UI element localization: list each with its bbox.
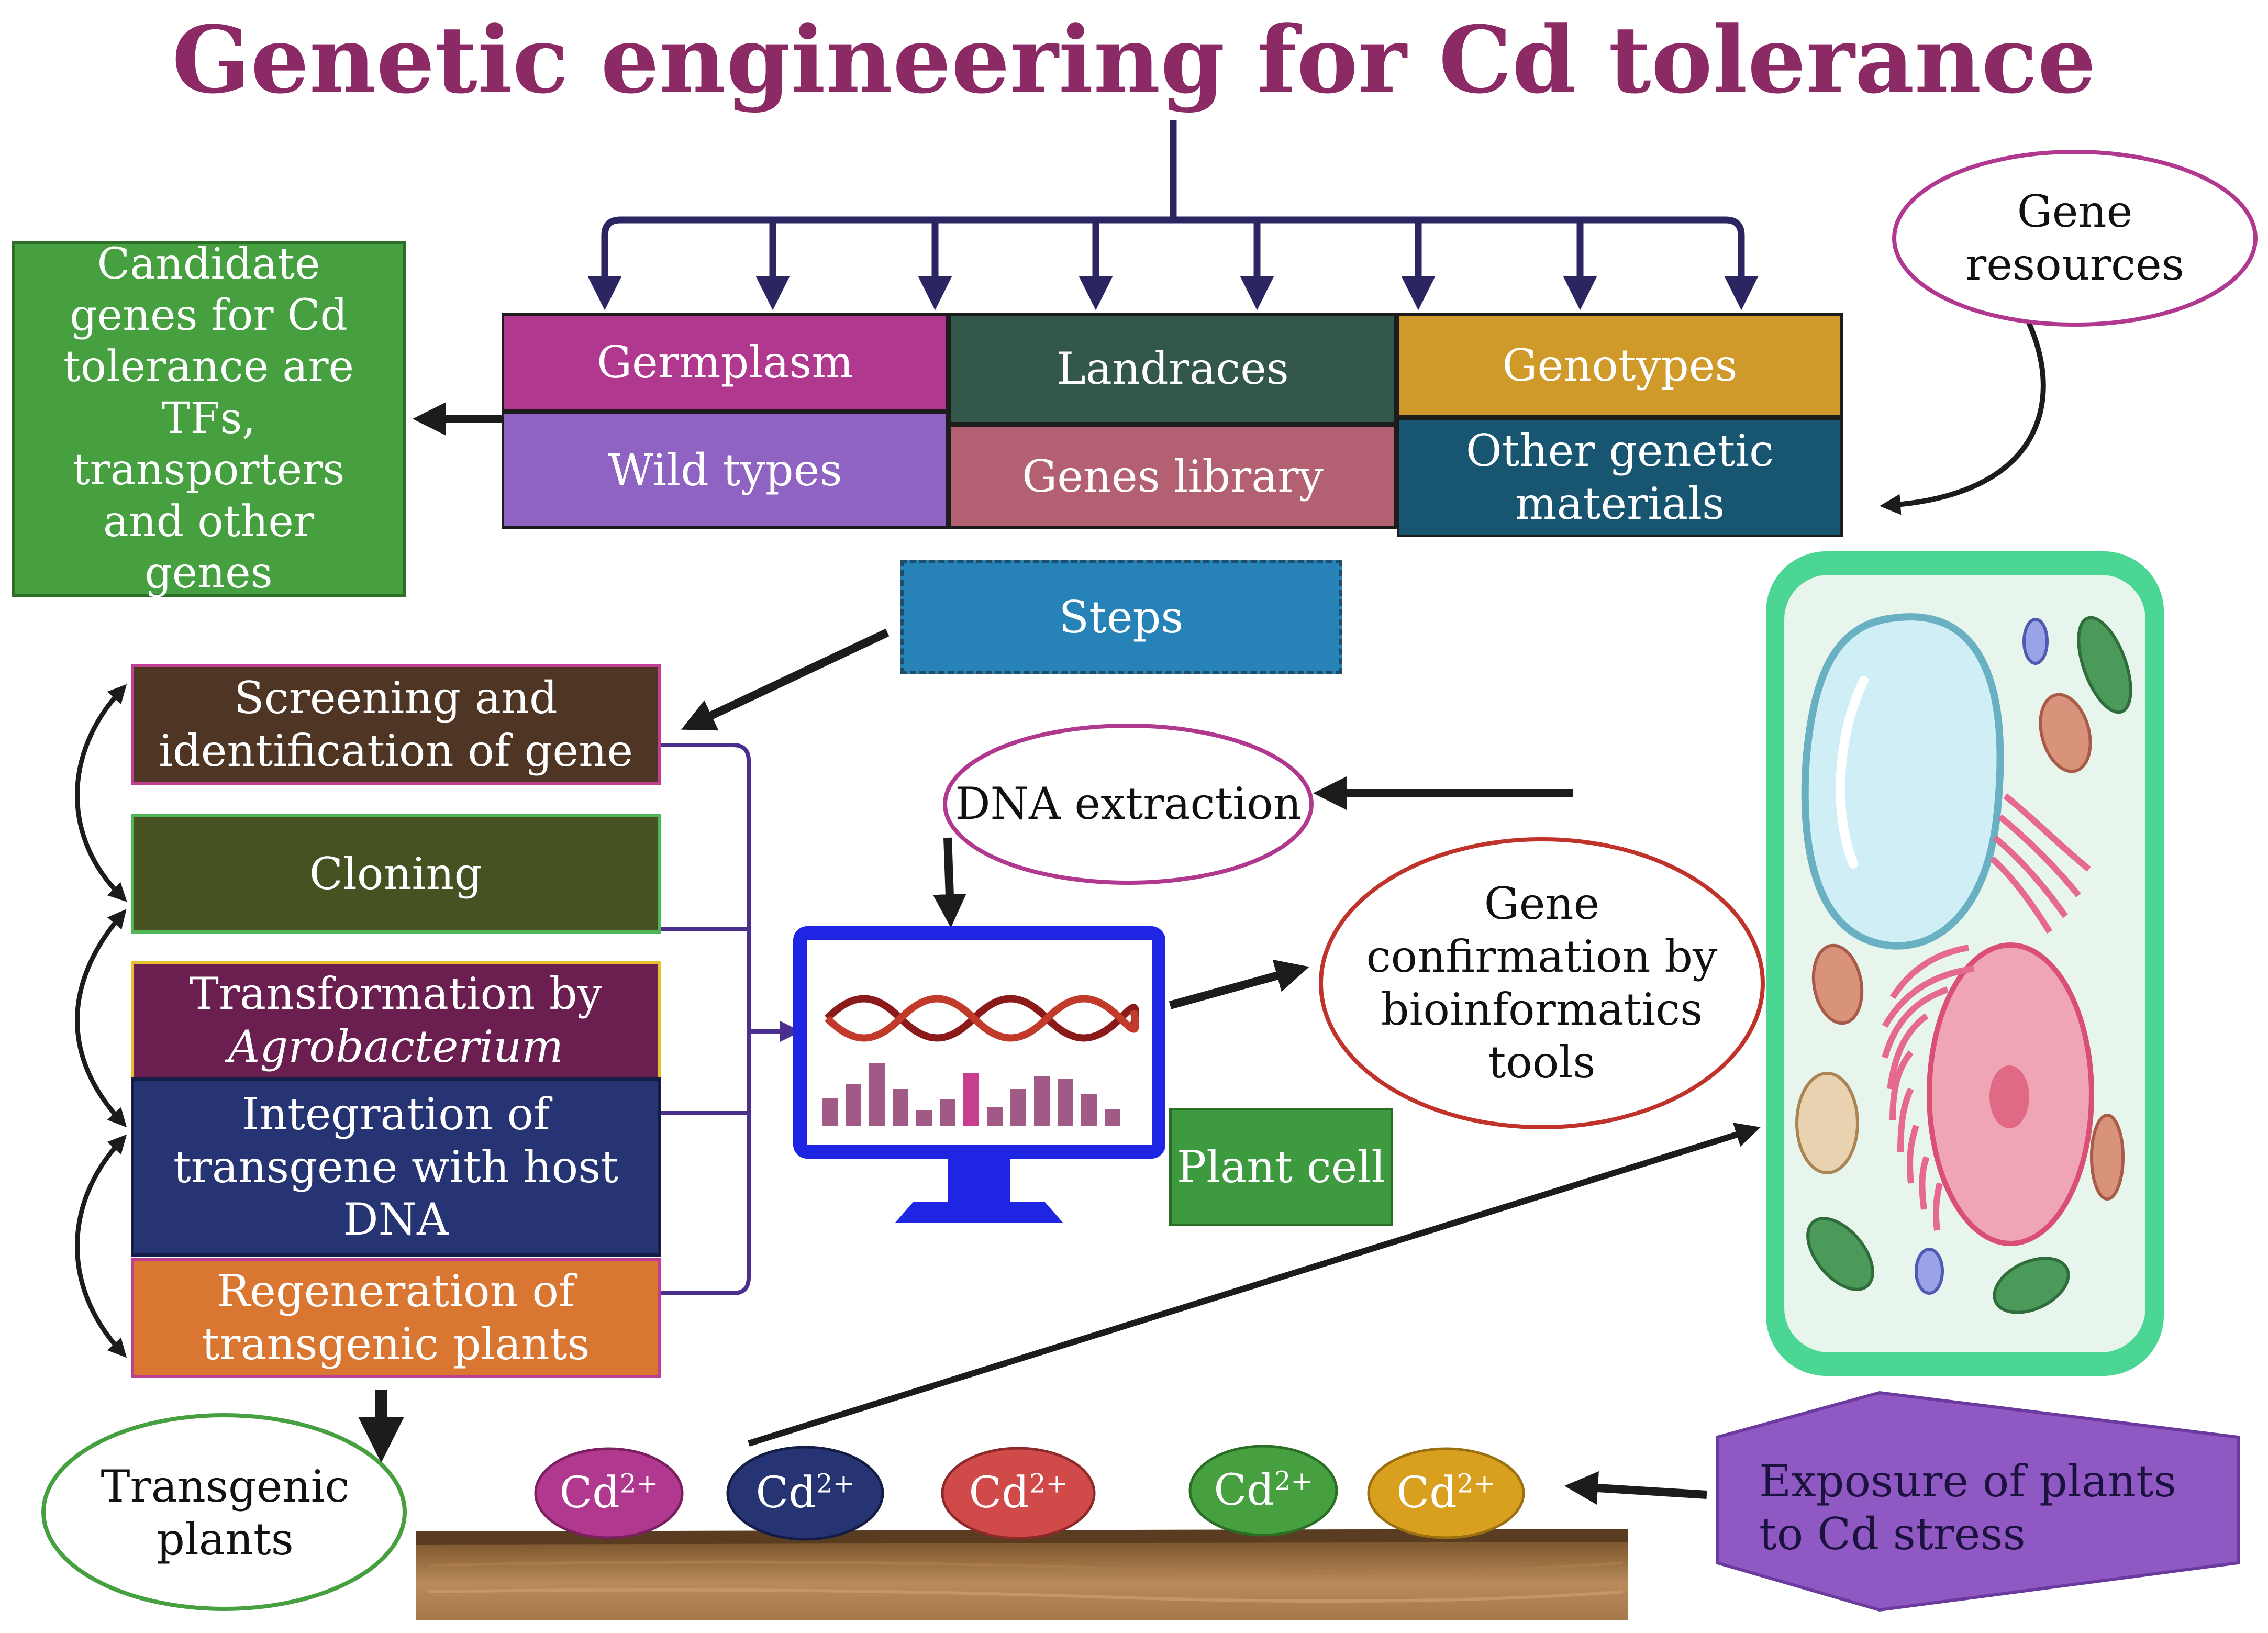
gene-confirmation-node: Gene confirmation by bioinformatics tool… <box>1340 864 1743 1103</box>
steps-label: Steps <box>1059 591 1184 643</box>
steps-box: Steps <box>900 560 1342 674</box>
step-screening-label: Screening and identification of gene <box>159 672 633 776</box>
page-title: Genetic engineering for Cd tolerance <box>172 6 2096 114</box>
step-screening-box: Screening and identification of gene <box>131 664 661 785</box>
landraces-box: Landraces <box>949 313 1397 425</box>
cd-ion-1 <box>534 1447 684 1539</box>
transgenic-plants-ellipse <box>41 1413 407 1611</box>
exposure-label: Exposure of plants to Cd stress <box>1759 1456 2176 1560</box>
cd-ion-2 <box>726 1446 884 1541</box>
title-branch-connector <box>587 120 1759 310</box>
gene-confirmation-ellipse <box>1319 837 1765 1129</box>
cd-ion-label-3: Cd2+ <box>969 1468 1068 1518</box>
germplasm-label: Germplasm <box>596 336 854 388</box>
cd-ion-label-1: Cd2+ <box>559 1468 659 1518</box>
genes-library-box: Genes library <box>949 425 1397 529</box>
step-regeneration-label: Regeneration of transgenic plants <box>202 1265 590 1370</box>
arrow-dna-extraction-to-monitor <box>932 837 966 928</box>
cd-ion-label-4: Cd2+ <box>1214 1465 1313 1515</box>
dna-helix-icon <box>825 995 1139 1042</box>
soil-illustration <box>416 1529 1628 1620</box>
arrow-soil-to-plant-cell <box>748 1123 1761 1447</box>
dna-extraction-label: DNA extraction <box>955 777 1302 829</box>
germplasm-box: Germplasm <box>502 313 949 412</box>
cd-ion-4 <box>1188 1445 1338 1537</box>
dna-extraction-node: DNA extraction <box>950 743 1306 864</box>
dna-extraction-ellipse <box>943 724 1314 885</box>
exposure-node: Exposure of plants to Cd stress <box>1749 1456 2209 1560</box>
wild-types-label: Wild types <box>608 444 842 496</box>
cd-ion-label-5: Cd2+ <box>1396 1468 1496 1518</box>
other-materials-label: Other genetic materials <box>1465 425 1774 529</box>
landraces-label: Landraces <box>1057 343 1289 395</box>
transgenic-plants-label: Transgenic plants <box>101 1461 350 1565</box>
step-transformation-box: Transformation by Agrobacterium <box>131 961 661 1080</box>
bar-graph-icon <box>822 1063 1120 1126</box>
arrow-steps-to-screening <box>681 628 890 731</box>
step-cycle-arrows <box>75 684 127 1358</box>
gene-confirmation-label: Gene confirmation by bioinformatics tool… <box>1366 878 1718 1088</box>
genotypes-box: Genotypes <box>1397 313 1843 418</box>
step-regeneration-box: Regeneration of transgenic plants <box>131 1258 661 1378</box>
genotypes-label: Genotypes <box>1502 339 1738 391</box>
cd-ion-shapes <box>534 1445 1525 1541</box>
step-transformation-italic: Agrobacterium <box>228 1021 564 1072</box>
arrow-monitor-to-gene-confirmation <box>1169 959 1309 1009</box>
cd-ion-3 <box>941 1447 1096 1540</box>
plant-cell-label: Plant cell <box>1176 1141 1386 1193</box>
plant-cell-illustration <box>1766 551 2164 1376</box>
steps-bracket <box>661 743 801 1295</box>
cd-ion-5 <box>1367 1447 1525 1539</box>
gene-resources-ellipse <box>1892 150 2258 327</box>
step-transformation-label: Transformation by <box>189 968 603 1020</box>
gene-resources-node: Gene resources <box>1906 186 2244 290</box>
arrow-exposure-to-soil <box>1564 1471 1707 1505</box>
step-cloning-box: Cloning <box>131 814 661 934</box>
step-integration-label: Integration of transgene with host DNA <box>173 1088 619 1246</box>
genes-library-label: Genes library <box>1022 451 1324 503</box>
wild-types-box: Wild types <box>502 412 949 529</box>
candidate-genes-box: Candidate genes for Cd tolerance are TFs… <box>12 239 406 598</box>
step-cloning-label: Cloning <box>309 848 483 899</box>
transgenic-plants-node: Transgenic plants <box>58 1424 393 1602</box>
candidate-genes-label: Candidate genes for Cd tolerance are TFs… <box>63 239 354 598</box>
exposure-hexagon <box>1716 1391 2240 1612</box>
computer-monitor <box>793 926 1165 1223</box>
other-materials-box: Other genetic materials <box>1397 418 1843 537</box>
step-integration-box: Integration of transgene with host DNA <box>131 1077 661 1257</box>
gene-resources-label: Gene resources <box>1965 186 2184 290</box>
cd-ion-label-2: Cd2+ <box>755 1468 855 1518</box>
plant-cell-label-box: Plant cell <box>1169 1108 1393 1226</box>
